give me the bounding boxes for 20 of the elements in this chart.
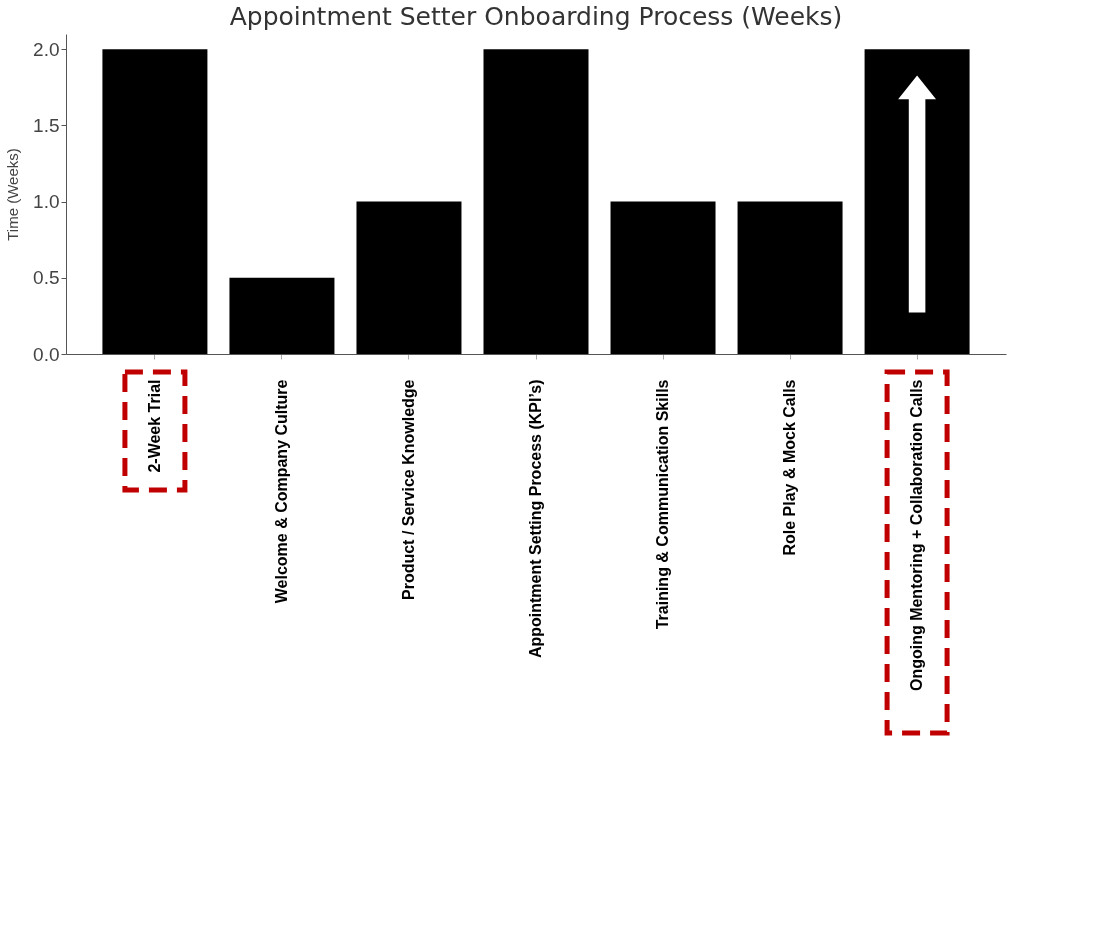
- y-tick-label: 1.5: [33, 114, 60, 136]
- x-tick-label: Appointment Setting Process (KPI’s): [527, 379, 544, 659]
- bar: [610, 201, 716, 354]
- y-axis-title: Time (Weeks): [4, 148, 22, 241]
- bar: [356, 201, 462, 354]
- y-tick-label: 1.0: [33, 191, 60, 213]
- x-tick-label: Ongoing Mentoring + Collaboration Calls: [908, 379, 926, 692]
- x-tick-label: Product / Service Knowledge: [399, 379, 417, 600]
- x-tick-label: Training & Communication Skills: [654, 379, 672, 630]
- y-tick-label: 0.5: [33, 267, 60, 289]
- bar: [102, 49, 208, 354]
- chart-title: Appointment Setter Onboarding Process (Weeks): [229, 2, 843, 31]
- bar: [737, 201, 843, 354]
- y-tick-label: 0.0: [33, 343, 60, 365]
- x-tick-label: Welcome & Company Culture: [272, 379, 290, 604]
- x-tick-label: Role Play & Mock Calls: [781, 379, 799, 556]
- bar: [229, 277, 335, 354]
- y-tick-label: 2.0: [33, 38, 60, 60]
- bar: [483, 49, 589, 354]
- x-tick-label: 2-Week Trial: [145, 379, 163, 473]
